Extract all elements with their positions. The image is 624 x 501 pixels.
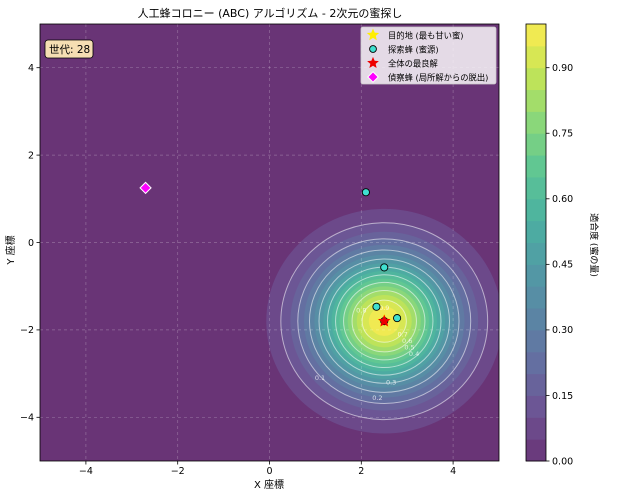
colorbar-tick-label: 0.90 <box>552 63 573 74</box>
contour-line <box>297 238 472 404</box>
x-tick-label: 4 <box>450 466 456 477</box>
contour-label: 0.8 <box>356 306 366 314</box>
colorbar-band <box>526 176 546 200</box>
colorbar-band <box>526 417 546 440</box>
colorbar <box>525 23 547 462</box>
contour-line <box>280 222 489 421</box>
employed-bee-point <box>393 314 402 323</box>
grid-lines <box>40 24 499 461</box>
contour-label: 0.2 <box>372 394 382 402</box>
contour-line <box>361 299 407 343</box>
x-axis-ticks: −4 −2 0 2 4 <box>79 461 456 477</box>
contour-line <box>335 274 434 369</box>
y-tick-label: 4 <box>28 63 34 74</box>
data-points <box>139 181 402 328</box>
y-axis-ticks: −4 −2 0 2 4 <box>20 63 40 424</box>
colorbar-tick-label: 0.60 <box>552 194 573 205</box>
colorbar-band <box>526 439 546 462</box>
contour-label: 0.6 <box>402 337 412 345</box>
chart-title: 人工蜂コロニー (ABC) アルゴリズム - 2次元の蜜探し <box>138 6 403 20</box>
legend-marker <box>367 71 379 83</box>
legend-label: 目的地 (最も甘い蜜) <box>388 30 464 40</box>
colorbar-label: 適合度 (蜜の量) <box>588 213 600 277</box>
scout-bee-marker <box>139 181 152 195</box>
x-tick-label: −2 <box>171 466 185 477</box>
legend-marker <box>367 56 379 68</box>
y-tick-label: −2 <box>20 325 34 336</box>
x-axis-label: X 座標 <box>254 478 284 491</box>
colorbar-tick-label: 0.45 <box>552 260 573 271</box>
colorbar-band <box>526 133 546 156</box>
heatmap-field <box>266 208 499 434</box>
contour-line <box>318 258 450 384</box>
colorbar-band <box>526 264 546 287</box>
y-axis-label: Y 座標 <box>4 235 17 265</box>
colorbar-tick-label: 0.75 <box>552 129 573 140</box>
x-tick-label: 0 <box>266 466 272 477</box>
colorbar-band <box>526 286 546 309</box>
contour-label: 0.1 <box>315 374 325 382</box>
colorbar-band <box>526 373 546 396</box>
colorbar-band <box>526 155 546 178</box>
colorbar-band <box>526 111 546 134</box>
generation-badge: 世代: 28 <box>44 39 94 59</box>
y-tick-label: 0 <box>28 238 34 249</box>
contour-label: 0.7 <box>397 330 407 338</box>
employed-bee-point <box>380 263 389 272</box>
contour-line <box>351 290 417 353</box>
colorbar-band <box>526 45 546 69</box>
colorbar-band <box>526 329 546 353</box>
global-best-marker <box>378 314 391 327</box>
contour-labels: 0.9 0.8 0.70.60.50.4 0.3 0.2 0.1 <box>315 304 419 402</box>
contour-label: 0.4 <box>409 350 419 358</box>
y-tick-label: −4 <box>20 413 34 424</box>
legend-marker <box>369 45 377 53</box>
contour-line <box>308 249 460 393</box>
colorbar-band <box>526 308 546 331</box>
colorbar-band <box>526 89 546 112</box>
contour-label: 0.5 <box>404 344 414 352</box>
x-tick-label: 2 <box>358 466 364 477</box>
legend-label: 全体の最良解 <box>388 58 438 68</box>
colorbar-band <box>526 242 546 265</box>
colorbar-band <box>526 395 546 418</box>
legend-label: 探索蜂 (蜜源) <box>388 44 439 54</box>
colorbar-band <box>526 198 546 222</box>
colorbar-band <box>526 351 546 375</box>
x-tick-label: −4 <box>79 466 93 477</box>
colorbar-ticks: 0.00 0.15 0.30 0.45 0.60 0.75 0.90 <box>546 63 573 467</box>
legend-label: 偵察蜂 (局所解からの脱出) <box>388 72 488 82</box>
colorbar-tick-label: 0.00 <box>552 456 573 467</box>
colorbar-frame <box>525 23 547 462</box>
generation-text: 世代: 28 <box>49 44 90 56</box>
colorbar-band <box>526 220 546 243</box>
colorbar-band <box>526 24 546 47</box>
contour-label: 0.3 <box>386 379 396 387</box>
legend-marker <box>366 28 380 41</box>
employed-bee-point <box>361 188 370 197</box>
contour-label: 0.9 <box>379 304 389 312</box>
colorbar-band <box>526 67 546 91</box>
y-tick-label: 2 <box>28 150 34 161</box>
colorbar-tick-label: 0.30 <box>552 325 573 336</box>
contour-line <box>343 281 426 361</box>
colorbar-tick-label: 0.15 <box>552 391 573 402</box>
employed-bee-point <box>372 302 381 311</box>
